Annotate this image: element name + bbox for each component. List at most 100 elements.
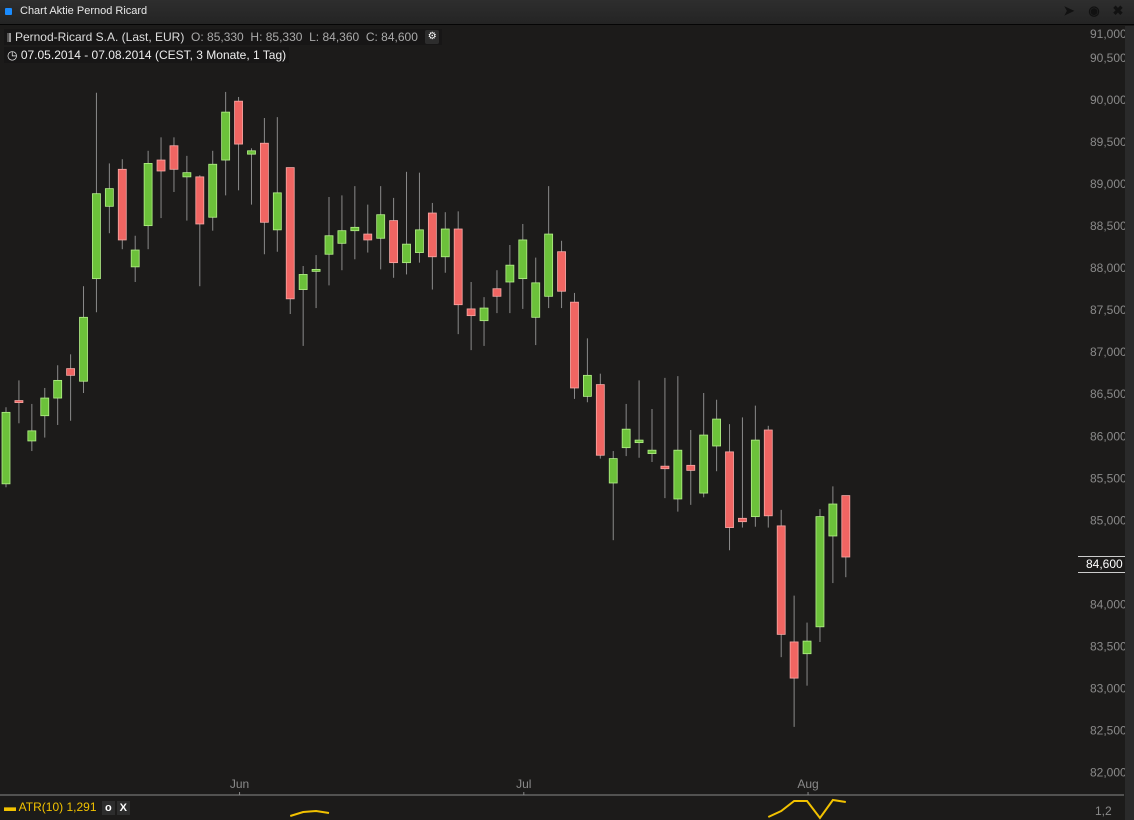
- settings-icon[interactable]: ◉: [1088, 3, 1100, 18]
- candle-down: [738, 517, 747, 523]
- candle-down: [660, 465, 670, 470]
- candle-down: [466, 308, 476, 317]
- y-tick-label: 88,000: [1090, 261, 1127, 275]
- candle-up: [621, 428, 631, 449]
- candle-up: [518, 239, 528, 280]
- candle-up: [712, 418, 721, 447]
- y-tick-label: 82,500: [1090, 724, 1127, 738]
- candle-up: [350, 226, 360, 232]
- x-tick-label: Jun: [230, 777, 249, 791]
- atr-axis-label: 1,2: [1095, 804, 1112, 818]
- candle-up: [802, 640, 812, 655]
- candle-up: [415, 229, 424, 253]
- candle-up: [673, 449, 683, 500]
- y-tick-label: 91,000: [1090, 27, 1127, 41]
- close-icon[interactable]: ✖: [1112, 3, 1124, 18]
- candle-down: [195, 176, 205, 225]
- candle-up: [544, 233, 554, 297]
- window-title: Chart Aktie Pernod Ricard: [20, 5, 148, 17]
- window-titlebar: Chart Aktie Pernod Ricard ➤ ◉ ✖: [0, 0, 1134, 25]
- candle-down: [389, 220, 399, 264]
- y-tick-label: 88,500: [1090, 219, 1127, 233]
- candle-up: [272, 192, 282, 231]
- candle-up: [750, 439, 760, 518]
- candle-up: [531, 282, 541, 318]
- candle-up: [583, 374, 592, 397]
- candle-up: [221, 111, 231, 161]
- candle-down: [570, 301, 579, 389]
- last-price-marker: 84,600: [1078, 556, 1127, 573]
- y-tick-label: 83,500: [1090, 640, 1127, 654]
- candle-up: [608, 458, 618, 484]
- candle-down: [789, 641, 799, 679]
- candle-down: [557, 251, 566, 292]
- candle-down: [686, 464, 696, 471]
- window-status-icon: [5, 8, 12, 15]
- candle-down: [492, 288, 502, 297]
- atr-settings-button[interactable]: o: [101, 801, 115, 815]
- candle-up: [311, 268, 321, 272]
- candle-down: [841, 495, 851, 558]
- settings-button[interactable]: ⚙: [425, 30, 440, 44]
- candle-up: [53, 379, 63, 399]
- candle-up: [337, 230, 347, 244]
- candle-down: [259, 142, 269, 223]
- y-tick-label: 87,000: [1090, 345, 1127, 359]
- atr-label: ATR(10): [18, 800, 64, 814]
- candle-up: [376, 214, 386, 239]
- y-tick-label: 82,000: [1090, 766, 1127, 780]
- candle-up: [40, 397, 50, 417]
- candle-up: [505, 264, 515, 283]
- y-tick-label: 90,500: [1090, 51, 1127, 65]
- candle-up: [27, 430, 37, 442]
- atr-line: [767, 798, 846, 820]
- candle-down: [234, 100, 243, 145]
- export-icon[interactable]: ➤: [1063, 3, 1075, 18]
- candle-up: [634, 439, 644, 444]
- candle-up: [104, 188, 114, 207]
- candle-up: [324, 235, 334, 255]
- candle-down: [285, 167, 295, 300]
- low-value: L: 84,360: [309, 30, 360, 44]
- y-tick-label: 87,500: [1090, 303, 1127, 317]
- candle-down: [156, 159, 166, 172]
- instrument-name: Pernod-Ricard S.A. (Last, EUR): [14, 30, 185, 44]
- candle-down: [453, 228, 463, 306]
- atr-remove-button[interactable]: X: [116, 801, 130, 815]
- y-tick-label: 86,000: [1090, 429, 1127, 443]
- candle-up: [143, 163, 153, 227]
- candle-up: [1, 411, 11, 485]
- candle-up: [828, 503, 838, 537]
- y-tick-label: 89,000: [1090, 177, 1127, 191]
- y-tick-label: 84,000: [1090, 597, 1127, 611]
- vertical-scrollbar[interactable]: [1125, 26, 1134, 820]
- candle-up: [815, 516, 825, 628]
- candle-up: [647, 449, 657, 454]
- candle-down: [363, 233, 373, 241]
- candle-up: [208, 163, 218, 218]
- candle-up: [182, 172, 192, 178]
- candle-up: [130, 249, 140, 268]
- candle-up: [247, 150, 256, 155]
- candle-up: [479, 307, 489, 322]
- close-value: C: 84,600: [365, 30, 418, 44]
- date-range: ◷ 07.05.2014 - 07.08.2014 (CEST, 3 Monat…: [4, 47, 290, 63]
- candle-down: [725, 451, 734, 528]
- y-tick-label: 85,000: [1090, 513, 1127, 527]
- y-tick-label: 89,500: [1090, 135, 1127, 149]
- candle-down: [169, 145, 179, 170]
- y-tick-label: 85,500: [1090, 471, 1127, 485]
- y-tick-label: 86,500: [1090, 387, 1127, 401]
- candle-up: [92, 193, 101, 280]
- candle-down: [595, 384, 605, 456]
- candle-down: [776, 525, 786, 635]
- atr-line-icon: ▬: [4, 800, 16, 814]
- open-value: O: 85,330: [191, 30, 244, 44]
- atr-value: 1,291: [66, 800, 97, 814]
- instrument-info: ⫼ Pernod-Ricard S.A. (Last, EUR) O: 85,3…: [4, 29, 443, 45]
- y-tick-label: 83,000: [1090, 682, 1127, 696]
- candle-down: [117, 168, 127, 241]
- candle-up: [699, 434, 709, 494]
